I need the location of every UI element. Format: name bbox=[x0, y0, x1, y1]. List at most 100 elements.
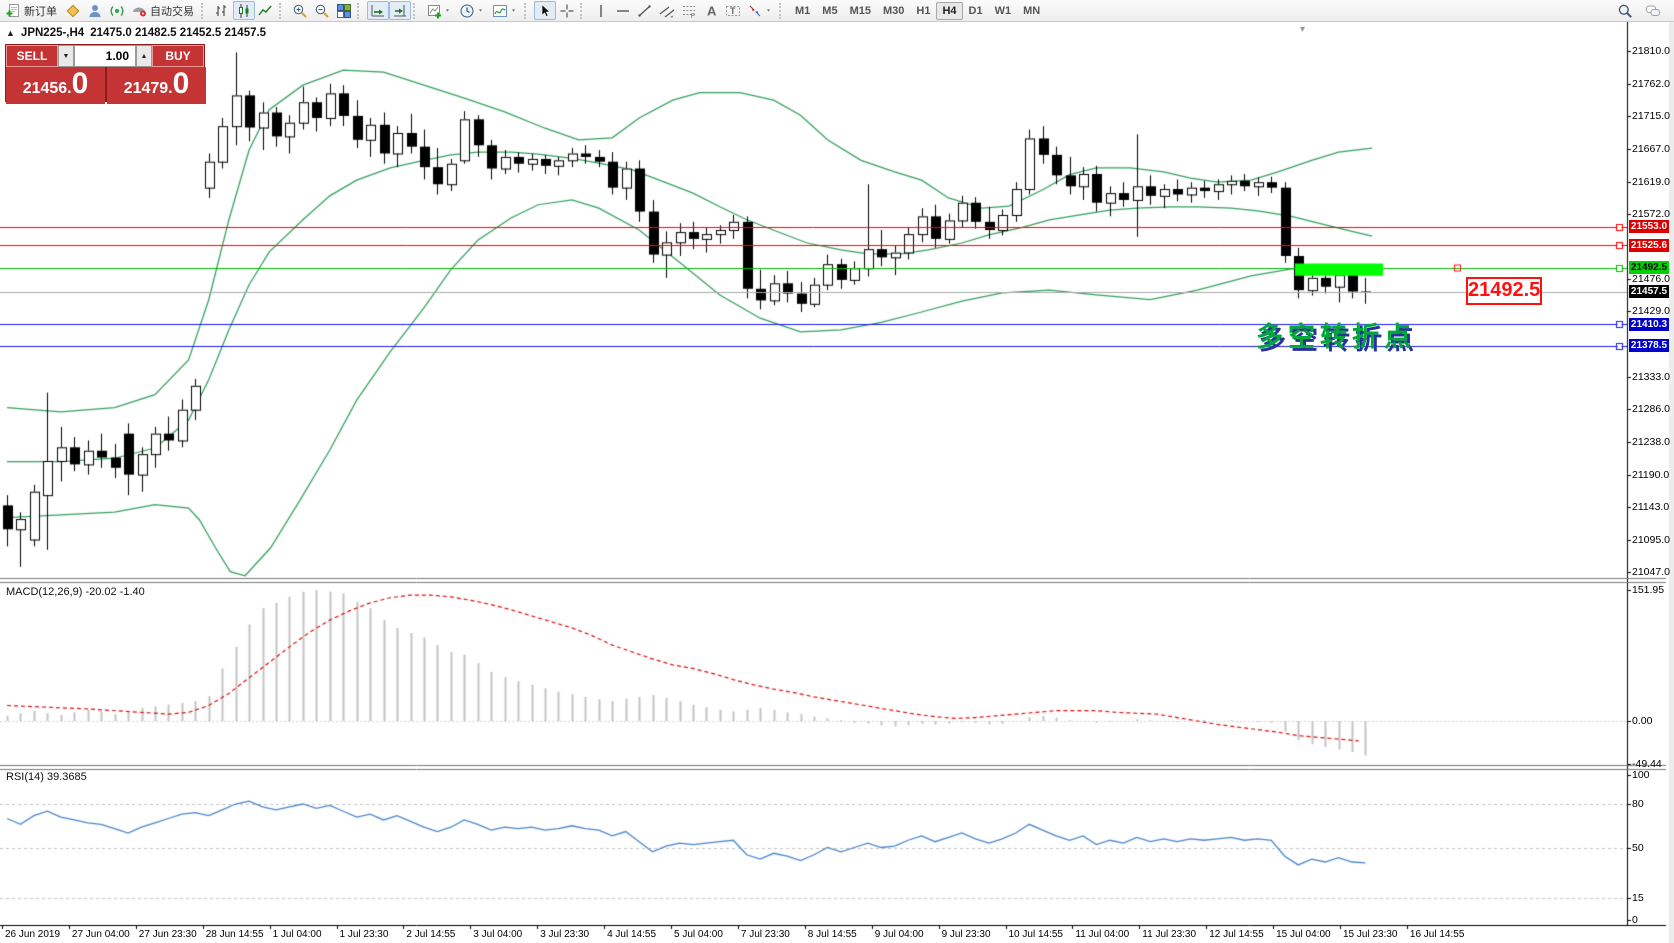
volume-decrease-button[interactable]: ▼ bbox=[58, 45, 74, 67]
signals-button[interactable] bbox=[106, 1, 128, 20]
text-label-icon: T bbox=[725, 3, 741, 19]
time-axis-label: 1 Jul 23:30 bbox=[339, 929, 389, 940]
price-axis-badge: 21378.5 bbox=[1629, 339, 1669, 353]
chart-surface[interactable] bbox=[0, 22, 1674, 943]
timeframe-h1-button[interactable]: H1 bbox=[916, 4, 931, 17]
price-axis-tick: 21762.0 bbox=[1632, 77, 1670, 90]
bar-chart-button[interactable] bbox=[211, 1, 233, 20]
chart-shift-button[interactable] bbox=[389, 1, 411, 20]
timeframe-h4-button[interactable]: H4 bbox=[936, 1, 963, 20]
price-axis-badge: 21410.3 bbox=[1629, 317, 1669, 331]
horizontal-line-icon bbox=[615, 3, 631, 19]
macd-axis-tick: 151.95 bbox=[1632, 584, 1665, 596]
turning-point-annotation[interactable]: 多空转折点 bbox=[1256, 321, 1416, 352]
price-axis-tick: 21619.0 bbox=[1632, 175, 1670, 188]
new-order-button-label: 新订单 bbox=[24, 5, 57, 18]
new-order-icon bbox=[5, 3, 21, 19]
volume-increase-button[interactable]: ▲ bbox=[136, 45, 152, 67]
price-annotation-box[interactable]: 21492.5 bbox=[1466, 276, 1542, 305]
chevron-down-icon bbox=[766, 3, 774, 19]
rsi-axis-tick: 80 bbox=[1632, 798, 1644, 810]
zoom-out-icon bbox=[314, 3, 330, 19]
new-order-button[interactable]: 新订单 bbox=[2, 1, 62, 20]
time-axis-label: 3 Jul 04:00 bbox=[473, 929, 523, 940]
indicators-dropdown[interactable] bbox=[489, 1, 522, 20]
price-axis-tick: 21238.0 bbox=[1632, 435, 1670, 448]
price-axis-tick: 21572.0 bbox=[1632, 207, 1670, 220]
auto-scroll-icon bbox=[370, 3, 386, 19]
crosshair-button[interactable] bbox=[556, 1, 578, 20]
time-axis-label: 27 Jun 04:00 bbox=[71, 929, 130, 940]
equidistant-channel-button[interactable] bbox=[656, 1, 678, 20]
autotrading-button[interactable]: 自动交易 bbox=[128, 1, 199, 20]
auto-scroll-button[interactable] bbox=[367, 1, 389, 20]
autotrading-icon bbox=[131, 3, 147, 19]
sell-price-big: 0 bbox=[71, 67, 89, 100]
volume-input[interactable] bbox=[74, 45, 136, 67]
price-axis-badge: 21553.0 bbox=[1629, 220, 1669, 234]
text-icon: A bbox=[703, 3, 719, 19]
toolbar-separator bbox=[279, 2, 285, 19]
cursor-button[interactable] bbox=[534, 1, 556, 20]
time-axis-label: 3 Jul 23:30 bbox=[540, 929, 590, 940]
search-button[interactable] bbox=[1614, 1, 1636, 20]
one-click-collapse-icon[interactable]: ▲ bbox=[6, 28, 15, 38]
metaeditor-button[interactable] bbox=[62, 1, 84, 20]
arrows-dropdown[interactable] bbox=[744, 1, 777, 20]
signals-icon bbox=[109, 3, 125, 19]
periods-dropdown[interactable] bbox=[456, 1, 489, 20]
buy-price-main: 21479. bbox=[123, 80, 173, 97]
timeframe-m1-button[interactable]: M1 bbox=[795, 4, 811, 17]
buy-price[interactable]: 21479. 0 bbox=[107, 67, 206, 104]
toolbar-separator bbox=[779, 2, 785, 19]
chat-button[interactable] bbox=[1642, 1, 1664, 20]
community-button[interactable] bbox=[84, 1, 106, 20]
community-icon bbox=[87, 3, 103, 19]
text-button[interactable]: A bbox=[700, 1, 722, 20]
line-chart-button[interactable] bbox=[255, 1, 277, 20]
time-axis-label: 11 Jul 23:30 bbox=[1142, 929, 1197, 940]
buy-price-big: 0 bbox=[172, 67, 190, 100]
time-axis-label: 26 Jun 2019 bbox=[5, 929, 61, 940]
fibonacci-button[interactable]: F bbox=[678, 1, 700, 20]
zoom-out-button[interactable] bbox=[311, 1, 333, 20]
time-axis-label: 8 Jul 14:55 bbox=[807, 929, 857, 940]
chevron-down-icon bbox=[445, 3, 453, 19]
vertical-line-button[interactable] bbox=[590, 1, 612, 20]
timeframe-m5-button[interactable]: M5 bbox=[822, 4, 838, 17]
zoom-in-icon bbox=[292, 3, 308, 19]
zoom-in-button[interactable] bbox=[289, 1, 311, 20]
timeframe-m30-button[interactable]: M30 bbox=[882, 4, 905, 17]
price-axis-tick: 21429.0 bbox=[1632, 305, 1670, 318]
time-axis-label: 9 Jul 04:00 bbox=[874, 929, 924, 940]
fibonacci-icon: F bbox=[681, 3, 697, 19]
crosshair-icon bbox=[559, 3, 575, 19]
sell-price[interactable]: 21456. 0 bbox=[6, 67, 105, 104]
candlestick-button[interactable] bbox=[233, 1, 255, 20]
timeframe-m15-button[interactable]: M15 bbox=[849, 4, 871, 17]
rsi-axis-tick: 100 bbox=[1632, 769, 1650, 781]
chart-overlay: 21810.0 21762.0 21715.0 21667.0 21619.0 21572… bbox=[0, 22, 1674, 943]
price-axis-tick: 21333.0 bbox=[1632, 370, 1670, 383]
indicators-icon bbox=[492, 3, 508, 19]
rsi-axis-tick: 50 bbox=[1632, 841, 1644, 854]
buy-button[interactable]: BUY bbox=[152, 45, 204, 67]
chevron-down-icon bbox=[478, 3, 486, 19]
new-chart-icon bbox=[426, 3, 442, 19]
arrows-icon bbox=[747, 3, 763, 19]
new-chart-dropdown[interactable] bbox=[423, 1, 456, 20]
timeframe-d1-button[interactable]: D1 bbox=[968, 4, 983, 17]
timeframe-w1-button[interactable]: W1 bbox=[994, 4, 1012, 17]
text-label-button[interactable]: T bbox=[722, 1, 744, 20]
price-axis-tick: 21190.0 bbox=[1632, 468, 1670, 481]
chart-window[interactable]: 21810.0 21762.0 21715.0 21667.0 21619.0 21572… bbox=[0, 22, 1674, 943]
time-axis-label: 1 Jul 04:00 bbox=[272, 929, 322, 940]
tile-windows-button[interactable] bbox=[333, 1, 355, 20]
chevron-down-icon: ▾ bbox=[1300, 24, 1306, 35]
timeframe-mn-button[interactable]: MN bbox=[1023, 4, 1041, 17]
sell-button[interactable]: SELL bbox=[6, 45, 58, 67]
horizontal-line-button[interactable] bbox=[612, 1, 634, 20]
trendline-button[interactable] bbox=[634, 1, 656, 20]
time-axis-label: 16 Jul 14:55 bbox=[1409, 929, 1465, 940]
candlestick-icon bbox=[236, 3, 252, 19]
